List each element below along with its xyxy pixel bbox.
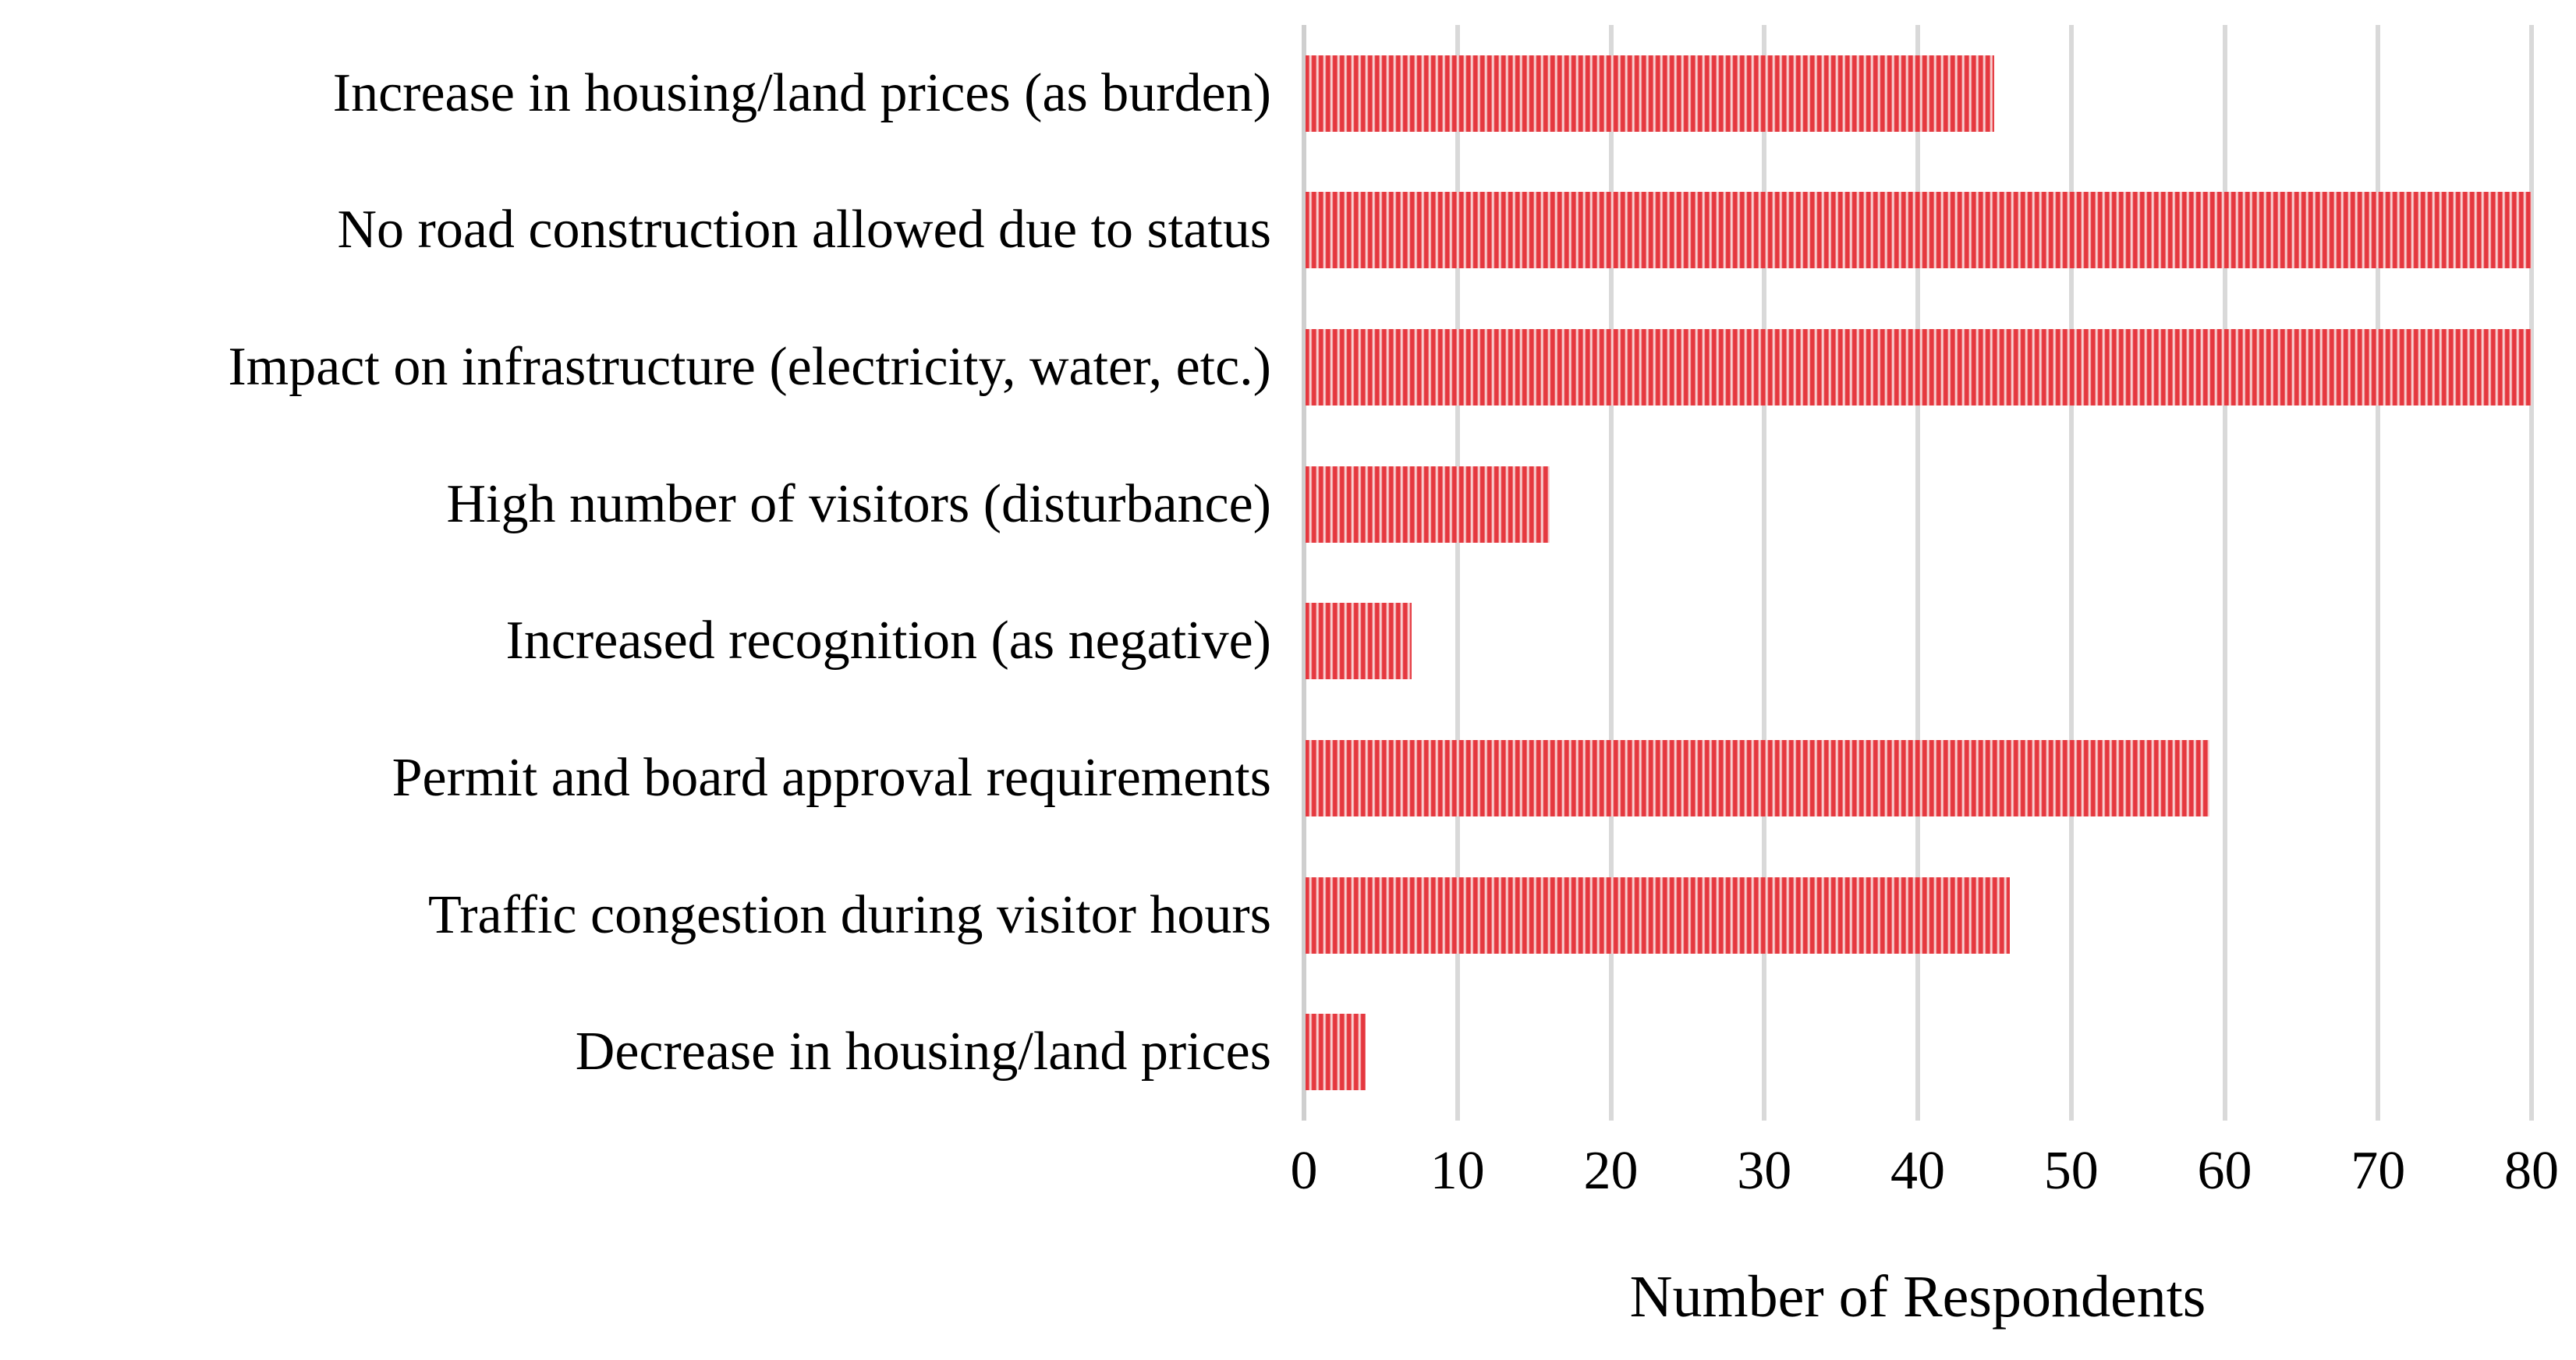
category-label: Increase in housing/land prices (as burd… [332,62,1271,123]
gridline [2376,25,2381,1121]
bar [1306,466,1550,543]
gridline [2068,25,2074,1121]
category-label: Traffic congestion during visitor hours [427,884,1271,945]
category-label: Permit and board approval requirements [392,747,1271,808]
x-tick-label: 80 [2504,1141,2559,1201]
gridline [1762,25,1767,1121]
category-label: Impact on infrastructure (electricity, w… [228,337,1271,398]
bar [1306,55,1995,132]
category-label: No road construction allowed due to stat… [337,200,1271,260]
bar [1306,739,2209,816]
bar [1306,603,1412,680]
category-label: Increased recognition (as negative) [505,611,1271,671]
bar [1306,877,2011,954]
gridline [1915,25,1920,1121]
x-tick-label: 20 [1583,1141,1639,1201]
x-axis-title: Number of Respondents [1629,1264,2206,1330]
bar [1306,1014,1366,1091]
x-tick-label: 40 [1890,1141,1945,1201]
bar [1306,192,2532,269]
bar [1306,329,2532,406]
x-tick-label: 60 [2197,1141,2252,1201]
category-label: Decrease in housing/land prices [575,1022,1271,1082]
x-tick-label: 10 [1430,1141,1485,1201]
gridline [1608,25,1614,1121]
gridline [2529,25,2534,1121]
x-tick-label: 50 [2043,1141,2099,1201]
x-tick-label: 0 [1290,1141,1318,1201]
category-label: High number of visitors (disturbance) [446,473,1271,534]
gridline [1455,25,1460,1121]
gridline [2222,25,2227,1121]
x-tick-label: 70 [2351,1141,2406,1201]
category-axis-line [1302,25,1306,1121]
x-tick-label: 30 [1737,1141,1792,1201]
